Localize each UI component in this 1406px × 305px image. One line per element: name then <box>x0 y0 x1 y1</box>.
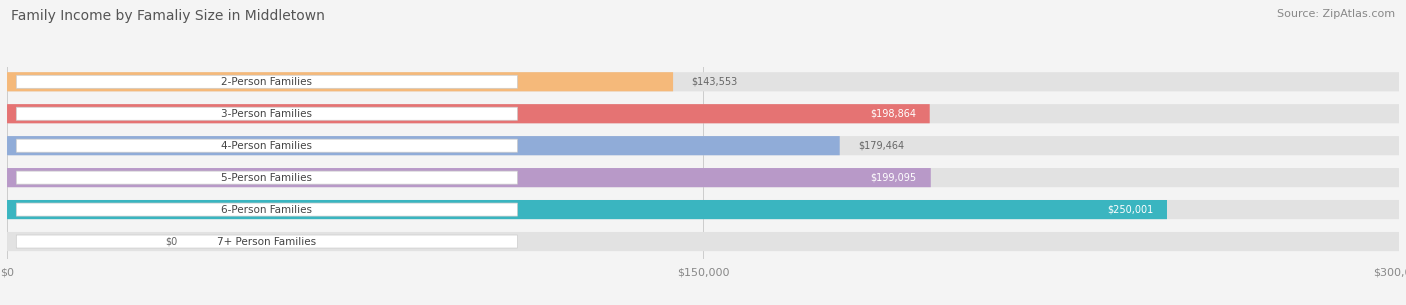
Text: 6-Person Families: 6-Person Families <box>221 205 312 215</box>
FancyBboxPatch shape <box>17 235 517 248</box>
Text: $0: $0 <box>165 237 177 246</box>
FancyBboxPatch shape <box>7 200 1399 219</box>
Text: 5-Person Families: 5-Person Families <box>221 173 312 183</box>
Text: $143,553: $143,553 <box>692 77 738 87</box>
Text: $198,864: $198,864 <box>870 109 915 119</box>
Text: 4-Person Families: 4-Person Families <box>221 141 312 151</box>
Text: $199,095: $199,095 <box>870 173 917 183</box>
FancyBboxPatch shape <box>17 203 517 216</box>
Text: $179,464: $179,464 <box>858 141 904 151</box>
FancyBboxPatch shape <box>7 104 1399 123</box>
FancyBboxPatch shape <box>7 200 1167 219</box>
FancyBboxPatch shape <box>7 168 1399 187</box>
Text: Source: ZipAtlas.com: Source: ZipAtlas.com <box>1277 9 1395 19</box>
Text: 2-Person Families: 2-Person Families <box>221 77 312 87</box>
FancyBboxPatch shape <box>17 139 517 152</box>
Text: 3-Person Families: 3-Person Families <box>221 109 312 119</box>
FancyBboxPatch shape <box>7 72 673 92</box>
Text: Family Income by Famaliy Size in Middletown: Family Income by Famaliy Size in Middlet… <box>11 9 325 23</box>
FancyBboxPatch shape <box>7 232 1399 251</box>
FancyBboxPatch shape <box>17 107 517 120</box>
FancyBboxPatch shape <box>17 75 517 88</box>
FancyBboxPatch shape <box>7 72 1399 92</box>
Text: 7+ Person Families: 7+ Person Families <box>218 237 316 246</box>
Text: $250,001: $250,001 <box>1107 205 1153 215</box>
FancyBboxPatch shape <box>7 136 1399 155</box>
FancyBboxPatch shape <box>7 136 839 155</box>
FancyBboxPatch shape <box>7 168 931 187</box>
FancyBboxPatch shape <box>7 104 929 123</box>
FancyBboxPatch shape <box>17 171 517 184</box>
